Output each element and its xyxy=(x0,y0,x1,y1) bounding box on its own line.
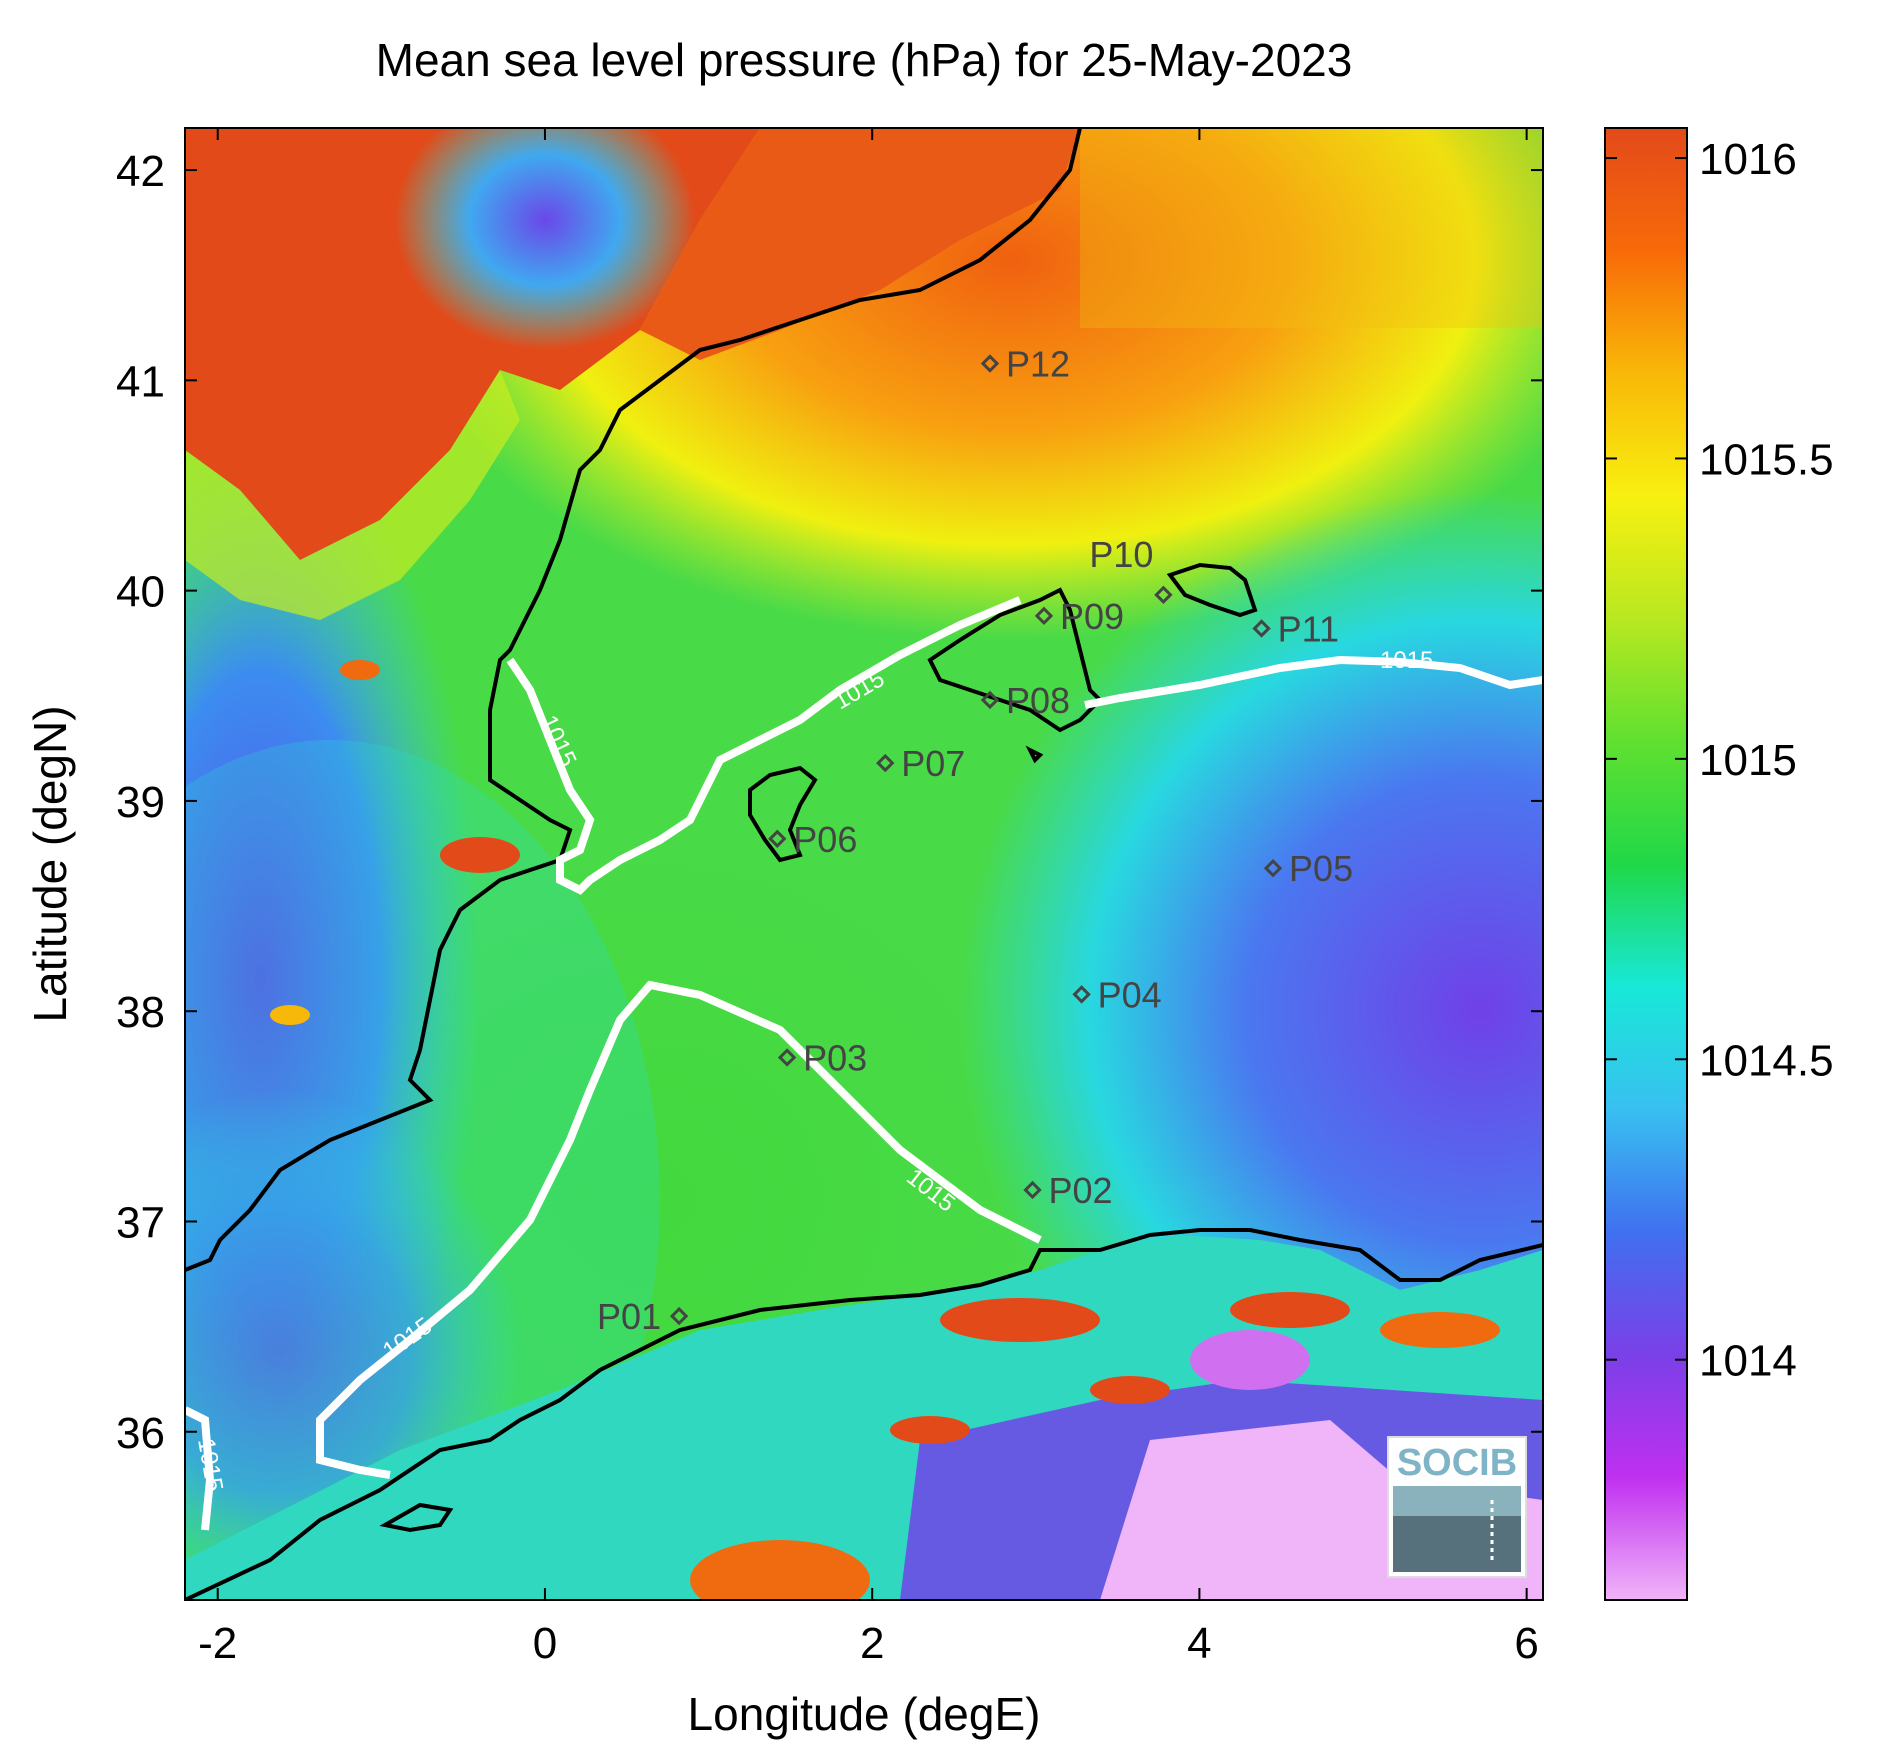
station-marker xyxy=(669,1306,689,1326)
colorbar-tick-label: 1016 xyxy=(1699,135,1797,184)
y-tick-label: 37 xyxy=(116,1198,165,1247)
colorbar-tick-label: 1015 xyxy=(1699,736,1797,785)
y-tick-label: 39 xyxy=(116,778,165,827)
logo-text: SOCIB xyxy=(1397,1442,1517,1484)
station-label: P04 xyxy=(1098,974,1162,1015)
station-label: P02 xyxy=(1049,1170,1113,1211)
station-label: P01 xyxy=(597,1296,661,1337)
y-axis-label: Latitude (degN) xyxy=(24,705,76,1022)
x-axis-label: Longitude (degE) xyxy=(688,1688,1041,1740)
y-tick-label: 42 xyxy=(116,147,165,196)
station-label: P09 xyxy=(1060,596,1124,637)
station-label: P11 xyxy=(1278,608,1339,649)
colorbar-tick-label: 1014.5 xyxy=(1699,1036,1834,1085)
station-marker xyxy=(1252,619,1271,638)
x-tick-label: 2 xyxy=(860,1619,884,1668)
x-axis-ticks: -2 0 2 4 6 xyxy=(198,128,1539,1668)
station-marker xyxy=(777,1048,797,1067)
station-label: P05 xyxy=(1289,848,1353,889)
station-marker xyxy=(980,354,1000,373)
socib-logo: SOCIB xyxy=(1387,1436,1527,1578)
station-marker xyxy=(1034,606,1054,626)
contour-label: 1015 xyxy=(1380,647,1433,674)
coastline xyxy=(185,128,1543,1600)
station-marker xyxy=(1023,1180,1042,1200)
colorbar-tick-label: 1015.5 xyxy=(1699,435,1834,484)
x-tick-label: 4 xyxy=(1187,1619,1211,1668)
pressure-field xyxy=(185,128,1543,1600)
colorbar-ticks: 1014 1014.5 1015 1015.5 1016 xyxy=(1605,135,1834,1386)
colorbar-tick-label: 1014 xyxy=(1699,1337,1797,1386)
isobar-1015 xyxy=(185,596,1543,1531)
station-label: P12 xyxy=(1006,344,1070,385)
station-marker xyxy=(980,690,1000,710)
x-tick-label: -2 xyxy=(198,1619,237,1668)
station-marker xyxy=(1072,985,1091,1004)
y-tick-label: 40 xyxy=(116,568,165,617)
map-frame xyxy=(184,127,1544,1601)
y-tick-label: 41 xyxy=(116,357,165,406)
station-marker xyxy=(876,753,895,773)
station-label: P06 xyxy=(793,819,857,860)
isobar-1015-labels: 1015 1015 1015 1015 1015 1015 xyxy=(192,647,1433,1494)
map-title: Mean sea level pressure (hPa) for 25-May… xyxy=(376,34,1353,86)
station-marker xyxy=(768,829,787,848)
station-marker xyxy=(1263,859,1283,878)
station-marker xyxy=(1154,585,1173,605)
y-tick-label: 36 xyxy=(116,1409,165,1458)
x-tick-label: 6 xyxy=(1514,1619,1538,1668)
station-label: P10 xyxy=(1089,534,1153,575)
logo-surface xyxy=(1393,1486,1521,1516)
station-label: P07 xyxy=(901,743,965,784)
colorbar xyxy=(1604,127,1688,1601)
y-tick-label: 38 xyxy=(116,988,165,1037)
x-tick-label: 0 xyxy=(533,1619,557,1668)
station-markers: P01 P02 P03 P04 P05 P06 P07 P08 P09 P10 P11 P12 xyxy=(597,344,1353,1338)
station-label: P08 xyxy=(1006,680,1070,721)
y-axis-ticks: 36 37 38 39 40 41 42 xyxy=(116,147,1543,1458)
station-label: P03 xyxy=(803,1037,867,1078)
